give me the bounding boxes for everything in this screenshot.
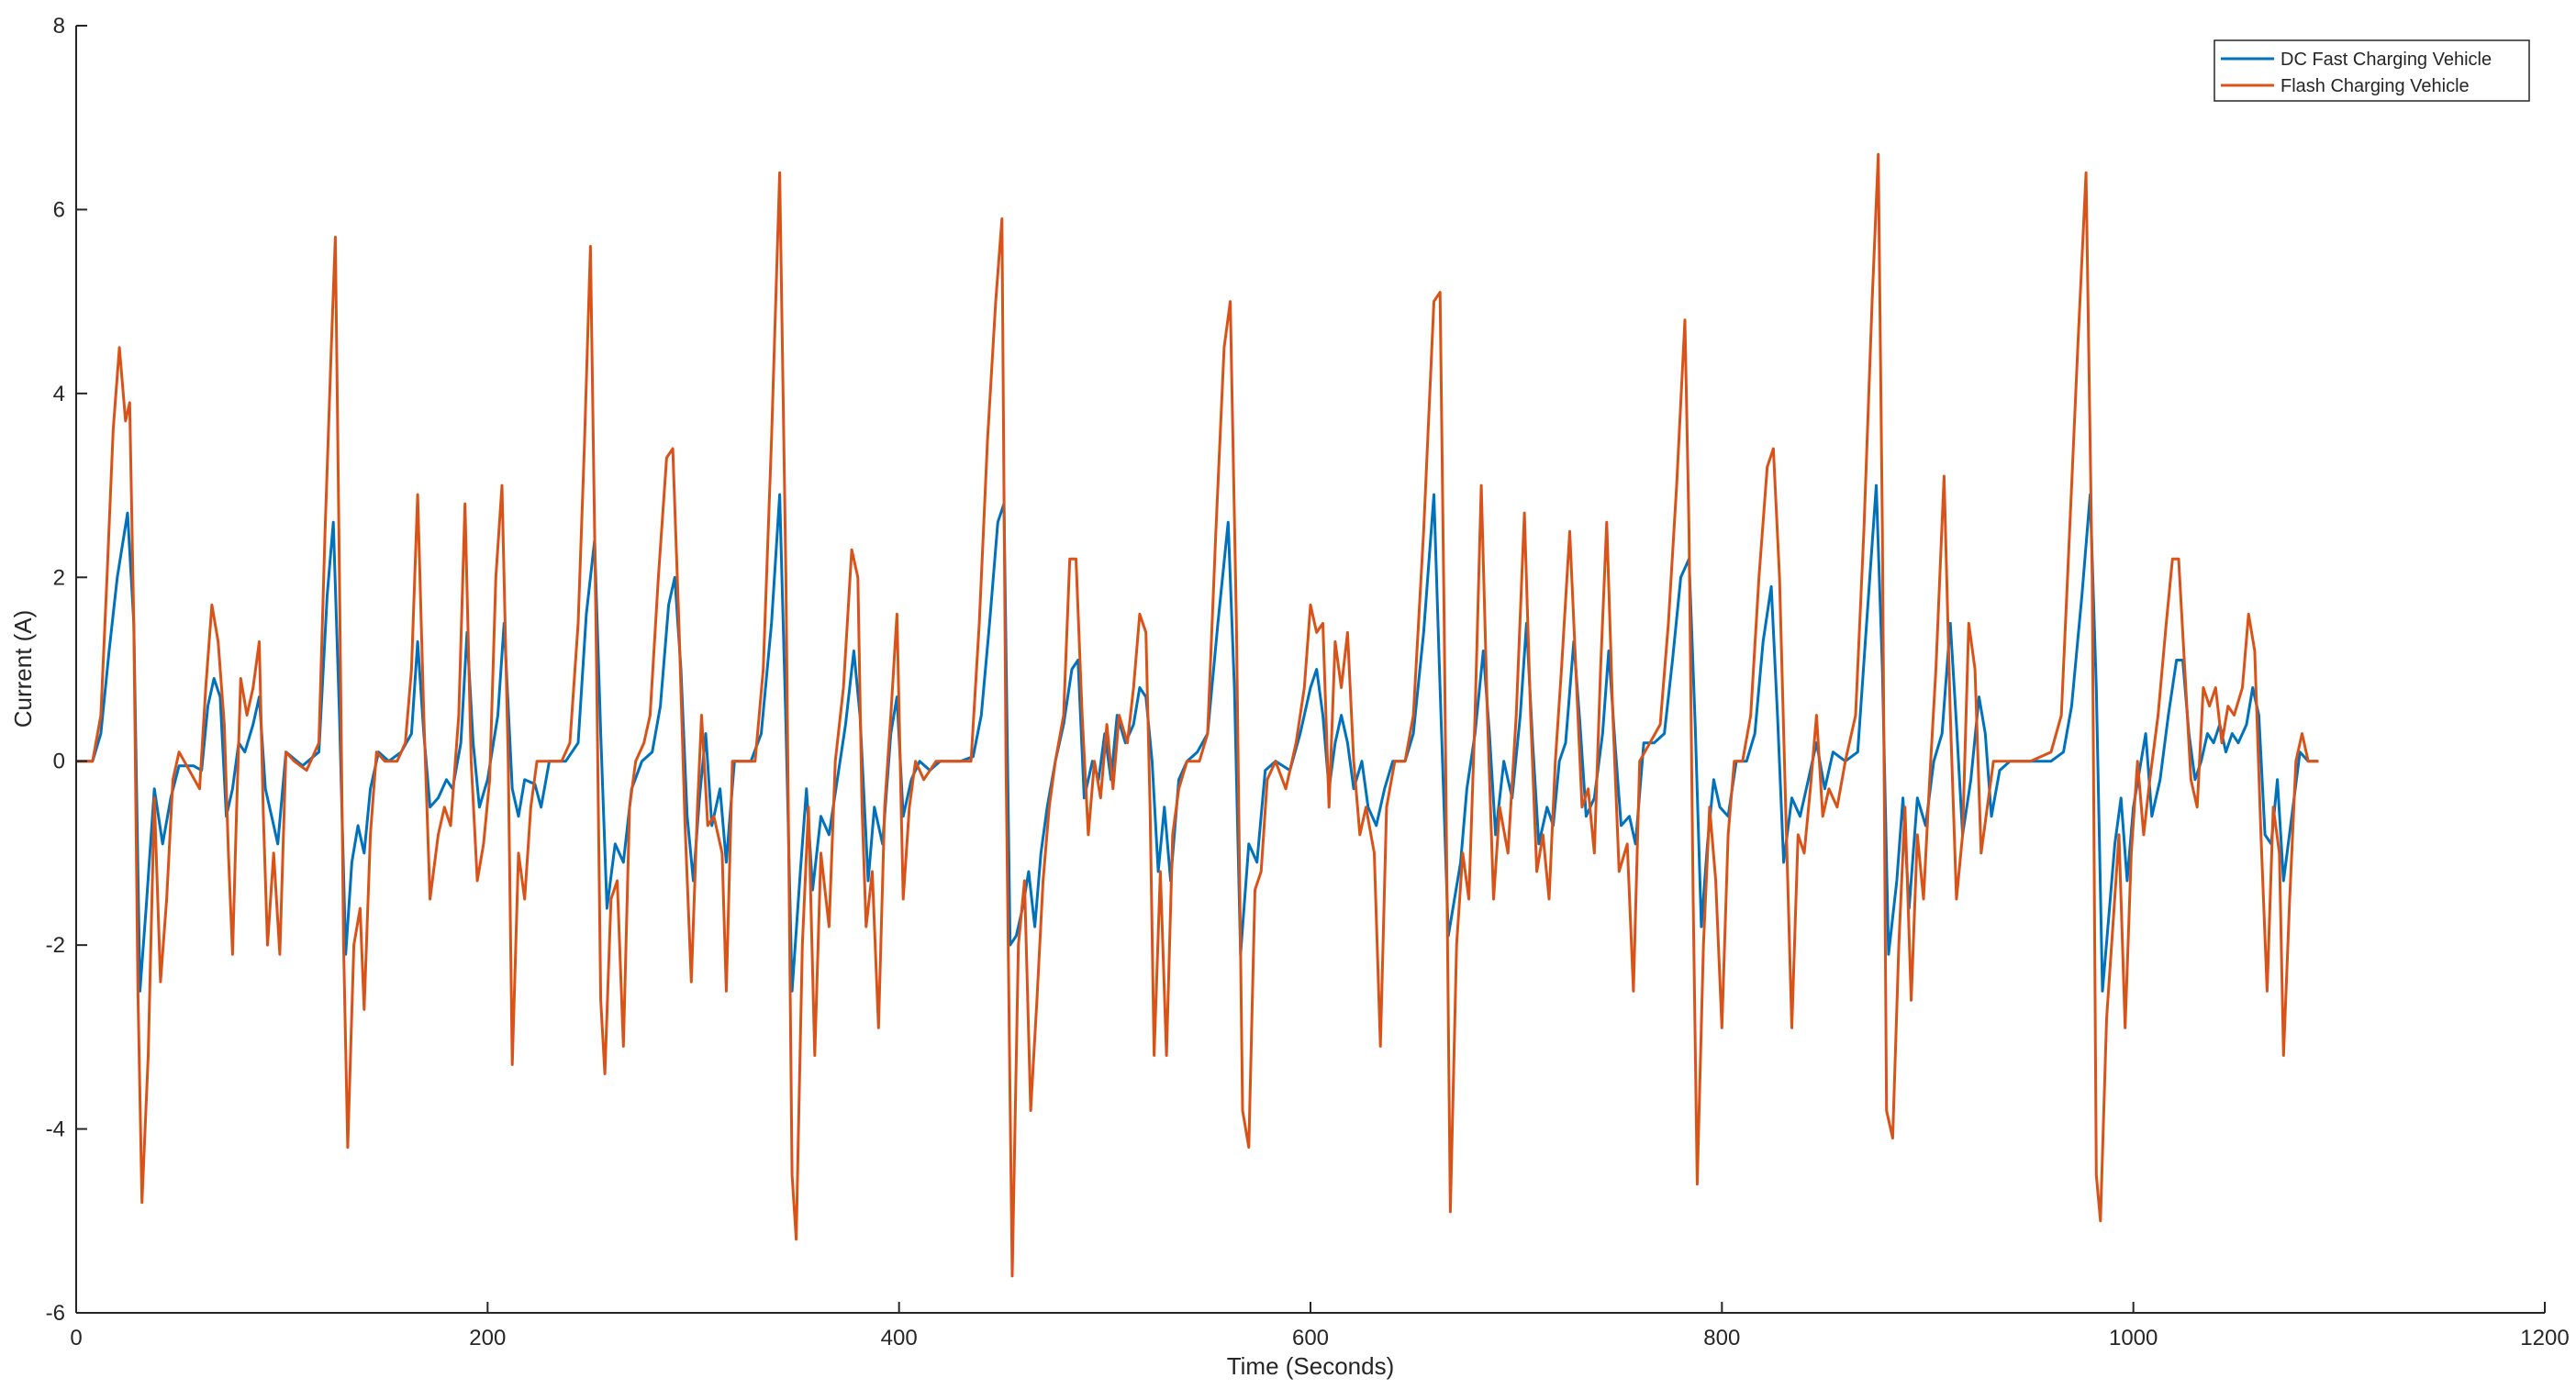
y-ticks: -6 -4 -2 0 2 4 6 8 bbox=[46, 14, 87, 1326]
y-tick-label: 2 bbox=[53, 565, 65, 590]
legend-label-flash-charging: Flash Charging Vehicle bbox=[2280, 76, 2470, 96]
x-axis-label: Time (Seconds) bbox=[1227, 1352, 1395, 1380]
y-tick-label: 8 bbox=[53, 14, 65, 39]
y-tick-label: 0 bbox=[53, 750, 65, 774]
legend-box bbox=[2214, 39, 2530, 102]
y-tick-label: -4 bbox=[46, 1117, 65, 1142]
x-tick-label: 0 bbox=[70, 1326, 82, 1350]
y-tick-label: -6 bbox=[46, 1301, 65, 1326]
x-tick-label: 200 bbox=[469, 1326, 506, 1350]
y-tick-label: 4 bbox=[53, 382, 65, 406]
legend-label-dc-fast-charging: DC Fast Charging Vehicle bbox=[2280, 50, 2492, 70]
x-tick-label: 600 bbox=[1292, 1326, 1329, 1350]
series-line-flash-charging bbox=[76, 152, 2319, 1278]
x-ticks: 0 200 400 600 800 1000 1200 bbox=[70, 1302, 2570, 1350]
y-tick-label: 6 bbox=[53, 197, 65, 222]
plot-area bbox=[76, 152, 2319, 1278]
y-axis-label: Current (A) bbox=[9, 610, 37, 728]
legend: DC Fast Charging Vehicle Flash Charging … bbox=[2214, 39, 2530, 102]
x-tick-label: 1000 bbox=[2109, 1326, 2158, 1350]
x-tick-label: 800 bbox=[1703, 1326, 1740, 1350]
y-tick-label: -2 bbox=[46, 933, 65, 958]
x-tick-label: 1200 bbox=[2520, 1326, 2569, 1350]
x-tick-label: 400 bbox=[881, 1326, 918, 1350]
